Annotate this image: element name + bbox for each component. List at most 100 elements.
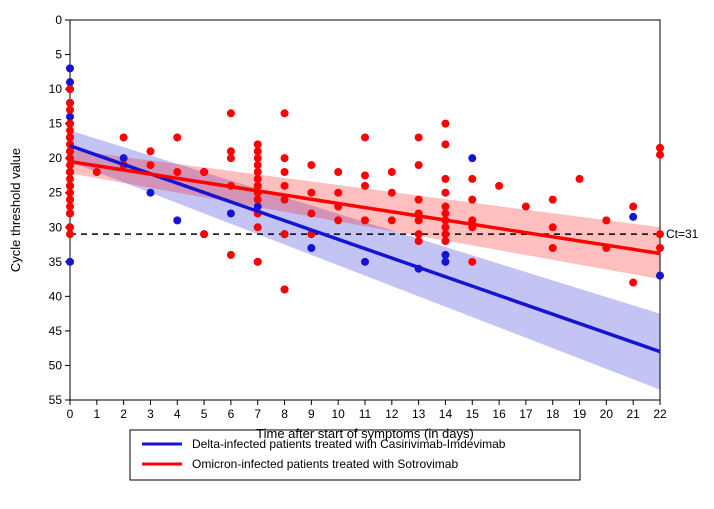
y-tick-label: 10	[49, 82, 63, 96]
x-tick-label: 7	[254, 407, 261, 421]
omicron-point	[415, 230, 423, 238]
omicron-point	[468, 258, 476, 266]
omicron-point	[254, 175, 262, 183]
x-tick-label: 2	[120, 407, 127, 421]
omicron-point	[254, 140, 262, 148]
omicron-point	[281, 168, 289, 176]
omicron-point	[66, 133, 74, 141]
omicron-point	[281, 230, 289, 238]
omicron-point	[281, 182, 289, 190]
omicron-point	[173, 133, 181, 141]
omicron-point	[656, 151, 664, 159]
delta-point	[120, 154, 128, 162]
delta-point	[441, 258, 449, 266]
omicron-point	[227, 154, 235, 162]
omicron-point	[66, 168, 74, 176]
omicron-point	[361, 133, 369, 141]
omicron-point	[361, 216, 369, 224]
omicron-point	[254, 147, 262, 155]
omicron-point	[281, 285, 289, 293]
x-tick-label: 20	[600, 407, 614, 421]
omicron-point	[66, 189, 74, 197]
omicron-point	[66, 209, 74, 217]
omicron-point	[66, 99, 74, 107]
omicron-point	[146, 161, 154, 169]
delta-point	[146, 189, 154, 197]
omicron-point	[415, 237, 423, 245]
delta-point	[361, 258, 369, 266]
omicron-point	[441, 140, 449, 148]
omicron-point	[334, 168, 342, 176]
omicron-point	[441, 237, 449, 245]
x-tick-label: 6	[228, 407, 235, 421]
delta-point	[66, 78, 74, 86]
x-tick-label: 17	[519, 407, 533, 421]
y-tick-label: 45	[49, 324, 63, 338]
omicron-point	[629, 279, 637, 287]
omicron-point	[281, 109, 289, 117]
omicron-point	[307, 161, 315, 169]
delta-point	[441, 251, 449, 259]
chart-svg: 0123456789101112131415161718192021220510…	[0, 0, 714, 509]
x-tick-label: 11	[359, 407, 372, 421]
omicron-point	[254, 161, 262, 169]
delta-point	[66, 64, 74, 72]
omicron-point	[441, 223, 449, 231]
y-tick-label: 50	[49, 358, 63, 372]
omicron-point	[200, 168, 208, 176]
omicron-point	[602, 216, 610, 224]
x-tick-label: 14	[439, 407, 453, 421]
legend-label-delta: Delta-infected patients treated with Cas…	[192, 437, 506, 451]
omicron-point	[334, 189, 342, 197]
omicron-point	[334, 216, 342, 224]
y-tick-label: 20	[49, 151, 63, 165]
omicron-point	[415, 196, 423, 204]
x-tick-label: 13	[412, 407, 426, 421]
omicron-point	[495, 182, 503, 190]
y-tick-label: 30	[49, 220, 63, 234]
x-tick-label: 10	[332, 407, 346, 421]
omicron-point	[254, 196, 262, 204]
x-tick-label: 19	[573, 407, 587, 421]
x-tick-label: 1	[93, 407, 100, 421]
y-tick-label: 0	[55, 13, 62, 27]
x-tick-label: 8	[281, 407, 288, 421]
omicron-point	[227, 251, 235, 259]
delta-point	[468, 154, 476, 162]
omicron-point	[307, 189, 315, 197]
omicron-point	[254, 168, 262, 176]
omicron-point	[173, 168, 181, 176]
x-tick-label: 15	[466, 407, 480, 421]
omicron-point	[254, 154, 262, 162]
y-tick-label: 35	[49, 255, 63, 269]
omicron-point	[629, 203, 637, 211]
omicron-point	[361, 171, 369, 179]
x-tick-label: 22	[653, 407, 667, 421]
omicron-point	[254, 182, 262, 190]
x-tick-label: 9	[308, 407, 315, 421]
x-tick-label: 3	[147, 407, 154, 421]
omicron-point	[441, 120, 449, 128]
omicron-point	[388, 189, 396, 197]
omicron-point	[522, 203, 530, 211]
x-tick-label: 21	[627, 407, 641, 421]
delta-point	[656, 272, 664, 280]
omicron-point	[468, 175, 476, 183]
omicron-point	[254, 258, 262, 266]
omicron-point	[549, 196, 557, 204]
omicron-point	[66, 203, 74, 211]
y-axis-label: Cycle threshold value	[8, 148, 23, 272]
delta-point	[173, 216, 181, 224]
chart-container: 0123456789101112131415161718192021220510…	[0, 0, 714, 509]
omicron-point	[415, 161, 423, 169]
x-tick-label: 0	[67, 407, 74, 421]
y-tick-label: 55	[49, 393, 63, 407]
omicron-point	[656, 244, 664, 252]
y-tick-label: 40	[49, 289, 63, 303]
omicron-point	[66, 127, 74, 135]
omicron-point	[656, 144, 664, 152]
y-tick-label: 25	[49, 186, 63, 200]
y-tick-label: 5	[55, 48, 62, 62]
omicron-point	[281, 154, 289, 162]
omicron-point	[146, 147, 154, 155]
